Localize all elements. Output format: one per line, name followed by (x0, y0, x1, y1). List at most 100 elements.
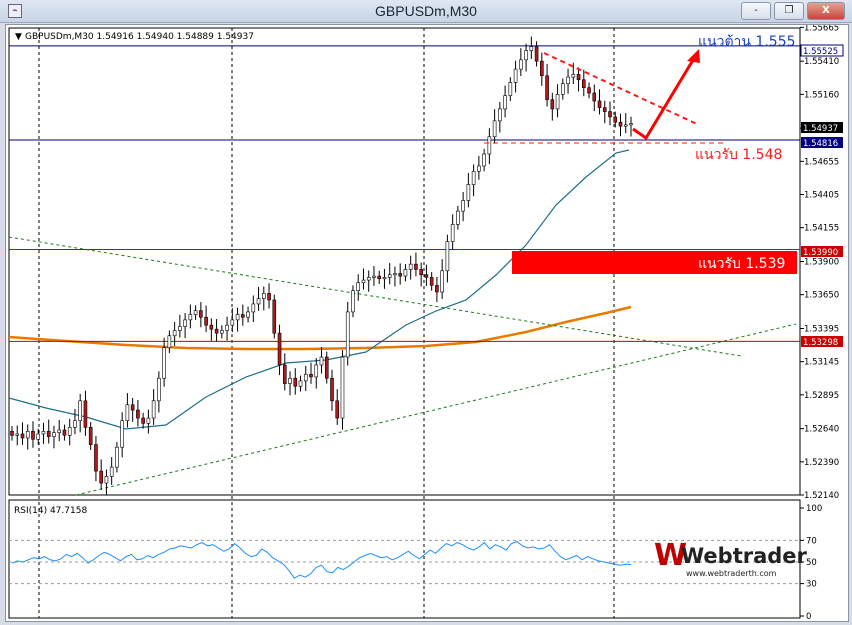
price-chart[interactable]: ▼ GBPUSDm,M30 1.54916 1.54940 1.54889 1.… (6, 23, 848, 622)
candle-body (319, 356, 324, 366)
candle-body (623, 124, 628, 127)
rsi-tick-label: 70 (806, 536, 817, 546)
candle-body (109, 466, 114, 477)
candle-body (104, 476, 109, 484)
rsi-tick-label: 0 (806, 612, 811, 621)
candles (10, 36, 633, 495)
candle-body (377, 275, 382, 280)
candle-body (345, 311, 350, 358)
candle-body (330, 377, 334, 402)
candle-body (571, 74, 576, 78)
candle-body (246, 311, 250, 318)
price-tag-support-3-text: 1.53298 (803, 338, 838, 348)
candle-body (608, 111, 612, 118)
candle-body (508, 82, 513, 96)
candle-body (120, 420, 124, 448)
candle-body (115, 446, 119, 468)
candle-body (46, 431, 51, 437)
candle-body (241, 314, 245, 318)
candle-body (550, 99, 555, 110)
rsi-line (11, 540, 632, 579)
candle-body (324, 356, 329, 379)
price-tag-support-line-2: 1.53990 (801, 246, 843, 258)
candle-body (366, 277, 371, 281)
price-tag-support-line: 1.54816 (801, 137, 843, 149)
candle-body (492, 120, 497, 138)
candle-body (157, 377, 161, 402)
candle-body (592, 92, 597, 102)
candle-body (235, 314, 240, 321)
candle-body (513, 68, 518, 83)
candle-body (167, 335, 172, 349)
candle-body (188, 314, 193, 321)
candle-body (540, 60, 544, 77)
restore-button[interactable]: ❐ (774, 2, 804, 20)
candle-body (477, 165, 481, 172)
candle-body (277, 332, 282, 366)
candle-body (62, 429, 67, 436)
price-tick-label: 1.53650 (804, 291, 839, 301)
price-tick-label: 1.53395 (804, 324, 839, 334)
candle-body (581, 79, 586, 89)
rsi-tick-label: 100 (806, 504, 822, 514)
candle-body (561, 83, 565, 95)
candle-body (524, 50, 528, 61)
candle-body (398, 273, 402, 277)
candle-body (25, 431, 30, 439)
chart-window[interactable]: ▼ GBPUSDm,M30 1.54916 1.54940 1.54889 1.… (5, 23, 849, 622)
candle-body (613, 116, 618, 123)
candle-body (419, 269, 423, 276)
candle-body (351, 290, 355, 313)
candle-body (534, 46, 539, 62)
candle-body (162, 347, 166, 379)
candle-body (99, 470, 103, 484)
candle-body (461, 200, 465, 212)
candle-body (225, 324, 229, 331)
candle-body (31, 431, 35, 440)
indicator-label: RSI(14) 47.7158 (14, 506, 87, 516)
candle-body (618, 121, 623, 127)
candle-body (566, 76, 570, 85)
candle-body (403, 269, 408, 277)
minimize-button[interactable]: - (741, 2, 771, 20)
trendline-falling (8, 236, 742, 357)
close-button[interactable]: X (807, 2, 845, 20)
price-tick-label: 1.53900 (804, 258, 839, 268)
candle-body (629, 123, 633, 126)
price-tick-label: 1.55410 (804, 57, 839, 67)
price-tick-label: 1.52895 (804, 391, 839, 401)
candle-body (293, 377, 298, 387)
price-tick-label: 1.54155 (804, 224, 839, 234)
candle-body (214, 328, 219, 334)
candle-body (151, 400, 156, 419)
moving-average-200 (8, 305, 632, 351)
logo-w: W (654, 538, 687, 573)
candle-body (498, 108, 502, 122)
price-tick-label: 1.54655 (804, 157, 839, 167)
candle-body (587, 87, 591, 94)
window-titlebar: ⌁ GBPUSDm,M30 - ❐ X (0, 0, 852, 23)
candle-body (408, 263, 413, 270)
candle-body (78, 400, 82, 422)
candle-body (282, 364, 287, 384)
candle-body (261, 293, 266, 299)
price-tick-label: 1.55665 (804, 25, 839, 33)
candle-body (251, 303, 256, 313)
candle-body (178, 326, 182, 331)
candle-body (387, 274, 392, 278)
candle-body (503, 95, 507, 110)
candle-body (529, 46, 534, 51)
candle-body (146, 417, 151, 424)
price-tag-support-text: 1.54816 (803, 139, 838, 149)
candle-body (52, 432, 56, 437)
price-tag-current-text: 1.54937 (803, 124, 838, 134)
candle-body (193, 310, 198, 315)
candle-body (183, 319, 187, 327)
falling-resistance-dashed (543, 52, 700, 126)
candle-body (555, 94, 560, 110)
price-tag-support-2-text: 1.53990 (803, 248, 838, 258)
candle-body (372, 275, 376, 278)
price-tick-label: 1.54405 (804, 191, 839, 201)
candle-body (141, 417, 145, 424)
rsi-tick-label: 30 (806, 580, 817, 590)
